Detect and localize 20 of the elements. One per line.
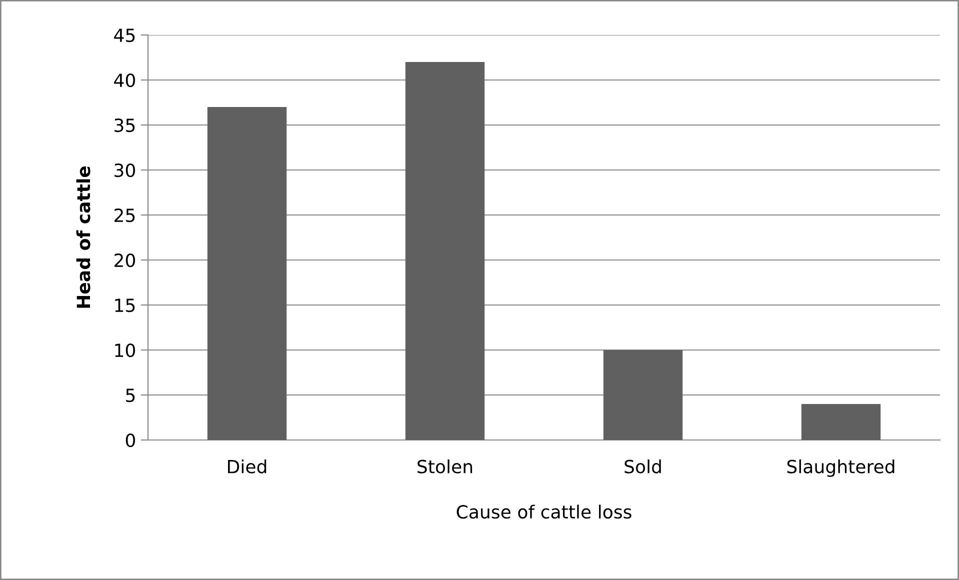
y-tick-label: 10 — [115, 343, 135, 358]
x-tick-label: Slaughtered — [787, 459, 894, 477]
y-tick-label: 5 — [126, 388, 135, 402]
y-tick-label: 15 — [115, 298, 135, 312]
bar — [603, 350, 683, 440]
x-tick-label: Stolen — [418, 459, 472, 474]
y-tick-label: 40 — [114, 73, 135, 88]
y-tick-label: 45 — [114, 28, 135, 42]
bar — [405, 62, 485, 440]
y-tick-label: 25 — [114, 208, 135, 222]
x-tick-label: Died — [228, 459, 266, 474]
bar — [207, 107, 287, 440]
y-tick-label: 30 — [114, 163, 135, 178]
y-tick-label: 20 — [114, 253, 135, 268]
x-tick-label: Sold — [624, 459, 661, 474]
y-tick-label: 0 — [126, 433, 135, 448]
bar — [801, 404, 881, 440]
x-axis-title: Cause of cattle loss — [456, 504, 632, 519]
y-tick-label: 35 — [114, 118, 135, 132]
y-axis-title: Head of cattle — [76, 166, 90, 308]
